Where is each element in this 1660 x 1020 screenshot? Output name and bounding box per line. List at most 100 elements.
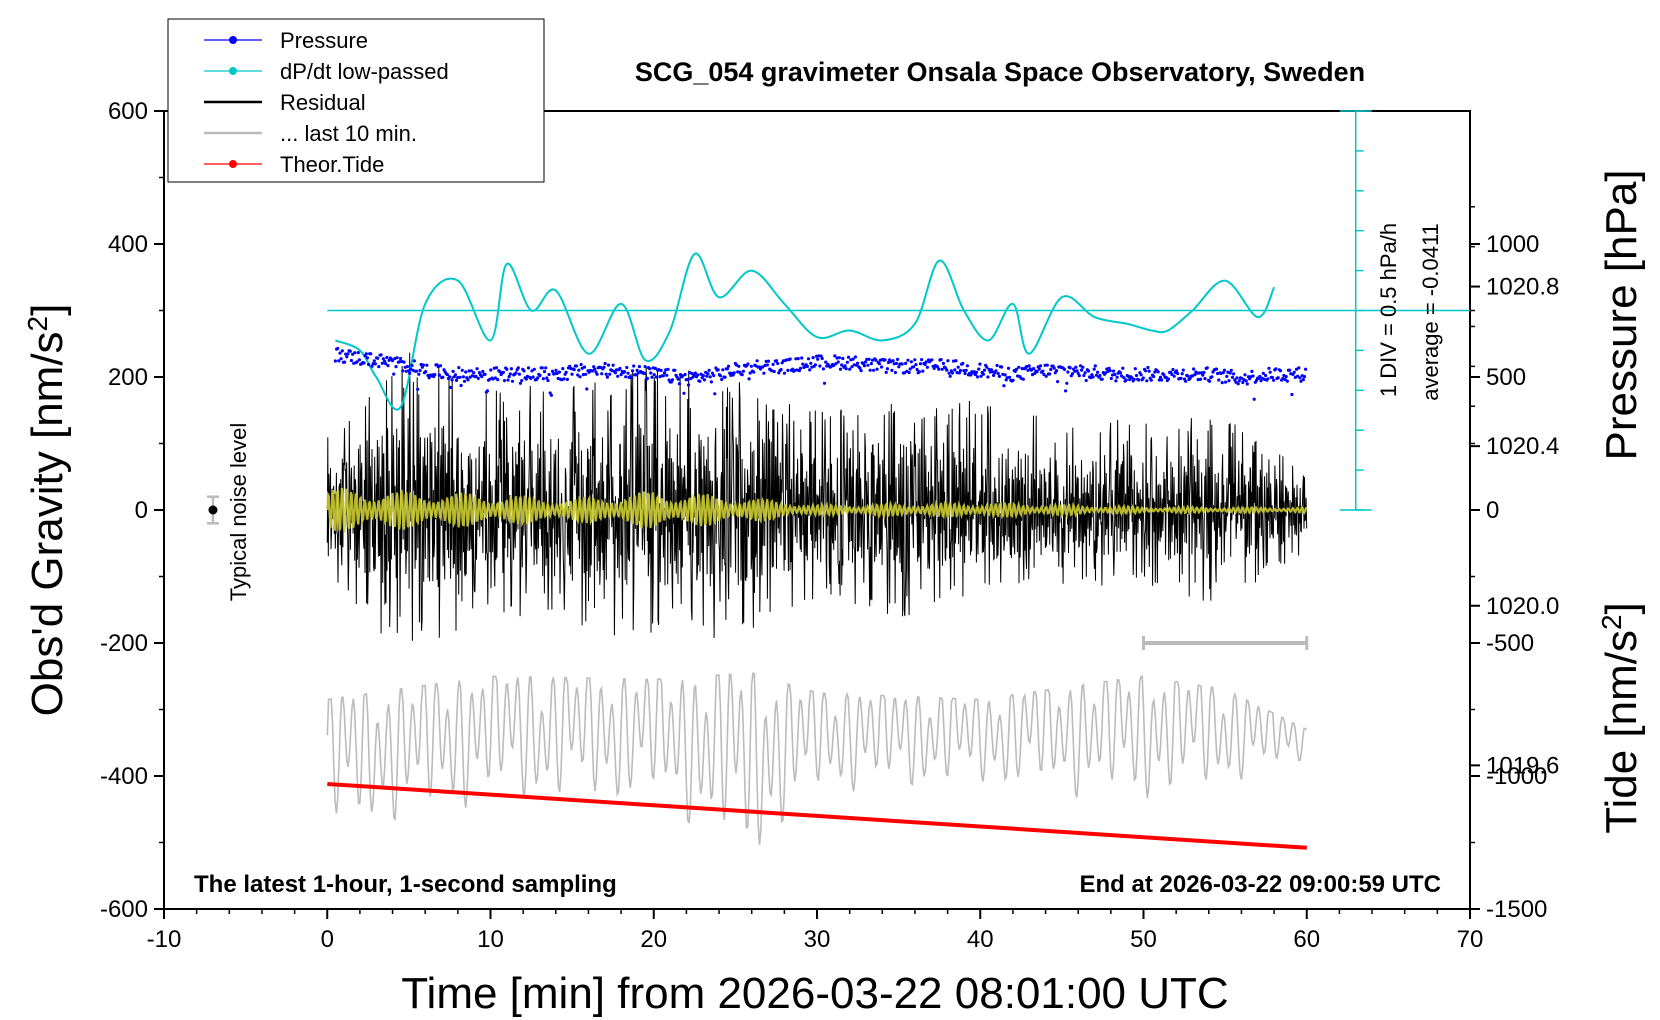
- pressure-point: [502, 379, 507, 383]
- pressure-point: [918, 362, 923, 366]
- tide-tick-label: 1000: [1486, 231, 1539, 258]
- pressure-point: [514, 371, 518, 375]
- pressure-point: [1252, 397, 1256, 401]
- pressure-point: [496, 378, 500, 382]
- pressure-point: [1104, 371, 1108, 375]
- pressure-point: [576, 373, 580, 377]
- pressure-point: [427, 376, 431, 380]
- pressure-point: [947, 371, 951, 375]
- pressure-point: [1145, 379, 1149, 383]
- pressure-point: [777, 371, 781, 375]
- pressure-point: [958, 368, 963, 373]
- pressure-point: [425, 363, 429, 367]
- pressure-point: [937, 367, 941, 371]
- pressure-point: [649, 371, 653, 375]
- pressure-point: [838, 367, 843, 371]
- pressure-point: [996, 371, 1000, 376]
- pressure-point: [997, 374, 1002, 378]
- pressure-point: [532, 367, 536, 371]
- pressure-point: [1210, 375, 1214, 379]
- pressure-point: [908, 367, 912, 371]
- pressure-point: [706, 372, 710, 376]
- pressure-point: [974, 370, 979, 374]
- pressure-point: [619, 373, 623, 377]
- legend-label: Theor.Tide: [280, 152, 384, 177]
- x-tick-label: 50: [1130, 926, 1157, 953]
- pressure-point: [880, 365, 884, 369]
- pressure-point: [346, 352, 350, 356]
- pressure-point: [885, 367, 890, 371]
- pressure-point: [877, 362, 882, 366]
- pressure-point: [531, 375, 535, 379]
- pressure-point: [1149, 378, 1153, 382]
- pressure-point: [624, 375, 628, 379]
- pressure-point: [708, 375, 712, 379]
- pressure-point: [1301, 378, 1305, 382]
- y-tick-label: 200: [108, 364, 148, 391]
- pressure-point: [637, 365, 642, 369]
- pressure-point: [501, 370, 505, 374]
- pressure-point: [545, 376, 549, 380]
- pressure-point: [740, 373, 744, 377]
- pressure-point: [1298, 376, 1302, 380]
- pressure-tick-label: 1020.4: [1486, 433, 1559, 460]
- pressure-point: [408, 371, 412, 375]
- pressure-point: [785, 358, 789, 362]
- pressure-point: [809, 361, 813, 365]
- pressure-point: [1304, 367, 1308, 371]
- pressure-point: [1064, 389, 1068, 393]
- pressure-point: [538, 373, 542, 378]
- pressure-point: [858, 366, 862, 370]
- pressure-point: [1288, 368, 1292, 372]
- pressure-point: [946, 359, 950, 363]
- pressure-point: [509, 367, 513, 371]
- pressure-point: [1195, 371, 1199, 375]
- legend-marker: [229, 67, 237, 75]
- pressure-point: [643, 365, 647, 369]
- pressure-point: [915, 367, 919, 372]
- pressure-point: [370, 364, 374, 368]
- pressure-point: [1171, 367, 1175, 372]
- pressure-point: [909, 360, 914, 364]
- pressure-point: [800, 356, 804, 360]
- pressure-point: [1037, 367, 1041, 371]
- pressure-point: [1274, 367, 1278, 371]
- pressure-point: [696, 373, 700, 377]
- pressure-point: [507, 375, 511, 379]
- pressure-point: [1174, 369, 1179, 373]
- pressure-point: [392, 372, 396, 376]
- pressure-point: [595, 372, 599, 376]
- chart-annotations: [206, 495, 1309, 650]
- pressure-point: [606, 363, 611, 367]
- pressure-point: [364, 352, 368, 356]
- pressure-point: [476, 376, 480, 380]
- pressure-point: [462, 379, 467, 383]
- pressure-point: [1118, 371, 1123, 375]
- pressure-point: [603, 361, 607, 366]
- pressure-point: [981, 372, 986, 376]
- pressure-point: [1283, 377, 1287, 382]
- pressure-point: [1017, 365, 1021, 369]
- pressure-point: [529, 376, 533, 380]
- pressure-point: [969, 373, 973, 377]
- pressure-point: [1080, 368, 1084, 372]
- pressure-point: [1258, 374, 1262, 379]
- pressure-point: [579, 362, 583, 367]
- pressure-point: [1112, 369, 1116, 373]
- pressure-point: [907, 370, 911, 375]
- pressure-point: [520, 379, 524, 383]
- pressure-point: [457, 366, 461, 370]
- pressure-point: [985, 365, 989, 369]
- pressure-point: [453, 373, 457, 377]
- raw-signal-series: [326, 672, 1308, 845]
- pressure-point: [518, 381, 523, 385]
- pressure-point: [584, 372, 588, 376]
- pressure-point: [1026, 368, 1030, 372]
- pressure-point: [1261, 371, 1265, 375]
- pressure-point: [1272, 378, 1276, 382]
- pressure-point: [381, 357, 385, 361]
- pressure-point: [794, 357, 798, 361]
- pressure-point: [549, 393, 554, 397]
- tide-tick-label: 0: [1486, 497, 1499, 524]
- pressure-point: [683, 372, 687, 377]
